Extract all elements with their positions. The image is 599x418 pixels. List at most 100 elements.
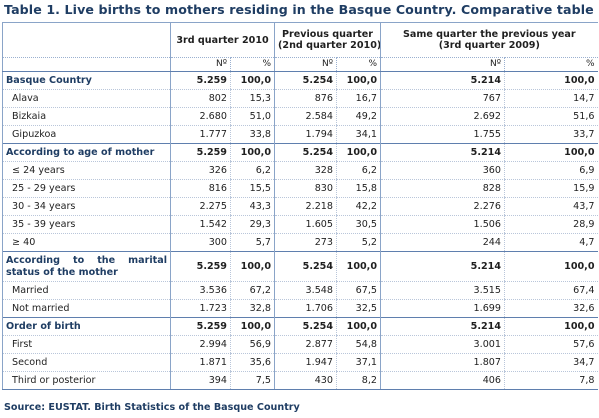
cell-count: 2.692 [380, 107, 505, 126]
col-header-current: 3rd quarter 2010 [169, 22, 275, 58]
table-body: Basque Country 5.259 100,0 5.254 100,0 5.214 1… [2, 71, 598, 390]
cell-count: 1.794 [274, 125, 337, 144]
cell-count: 328 [274, 161, 337, 180]
cell-count: 273 [274, 233, 337, 252]
col-header-previous: Previous quarter (2nd quarter 2010) [274, 22, 381, 58]
source-note: Source: EUSTAT. Birth Statistics of the … [4, 402, 300, 413]
cell-count: 1.706 [274, 299, 337, 318]
cell-percent: 7,5 [229, 371, 275, 390]
cell-count: 5.259 [170, 143, 231, 162]
row-label: According to age of mother [2, 143, 171, 162]
cell-percent: 15,3 [229, 89, 275, 108]
row-label: Order of birth [2, 317, 171, 336]
row-label: Not married [2, 299, 171, 318]
table-row: ≤ 24 years 326 6,2 328 6,2 360 6,9 [2, 161, 598, 180]
subheader-percent: % [336, 57, 381, 72]
cell-percent: 100,0 [504, 317, 598, 336]
row-label: 30 - 34 years [2, 197, 171, 216]
cell-percent: 54,8 [336, 335, 381, 354]
cell-percent: 6,2 [229, 161, 275, 180]
cell-count: 1.871 [170, 353, 231, 372]
table-row: Married 3.536 67,2 3.548 67,5 3.515 67,4 [2, 281, 598, 300]
subheader-corner [2, 57, 171, 72]
cell-percent: 57,6 [504, 335, 598, 354]
cell-count: 816 [170, 179, 231, 198]
cell-count: 394 [170, 371, 231, 390]
cell-percent: 14,7 [504, 89, 598, 108]
header-row: 3rd quarter 2010 Previous quarter (2nd qu… [2, 22, 598, 58]
table-row: 35 - 39 years 1.542 29,3 1.605 30,5 1.506 28,9 [2, 215, 598, 234]
cell-count: 2.275 [170, 197, 231, 216]
cell-percent: 43,7 [504, 197, 598, 216]
cell-percent: 29,3 [229, 215, 275, 234]
row-label: 35 - 39 years [2, 215, 171, 234]
table-row: 30 - 34 years 2.275 43,3 2.218 42,2 2.276 43,7 [2, 197, 598, 216]
cell-percent: 6,9 [504, 161, 598, 180]
cell-percent: 5,7 [229, 233, 275, 252]
col-header-same-quarter-line2: (3rd quarter 2009) [438, 40, 540, 51]
cell-percent: 67,2 [229, 281, 275, 300]
cell-percent: 33,7 [504, 125, 598, 144]
cell-percent: 34,1 [336, 125, 381, 144]
table-group-row: Order of birth 5.259 100,0 5.254 100,0 5.214 1… [2, 317, 598, 336]
cell-percent: 100,0 [229, 71, 275, 90]
subheader-number: Nº [380, 57, 505, 72]
cell-count: 2.276 [380, 197, 505, 216]
subheader-number: Nº [274, 57, 337, 72]
comparative-table: 3rd quarter 2010 Previous quarter (2nd qu… [2, 22, 598, 390]
cell-percent: 42,2 [336, 197, 381, 216]
subheader-percent: % [229, 57, 275, 72]
table-group-row: According to age of mother 5.259 100,0 5.25… [2, 143, 598, 162]
cell-percent: 30,5 [336, 215, 381, 234]
cell-percent: 100,0 [336, 317, 381, 336]
cell-percent: 15,5 [229, 179, 275, 198]
table-row: First 2.994 56,9 2.877 54,8 3.001 57,6 [2, 335, 598, 354]
cell-count: 5.214 [380, 71, 505, 90]
col-header-same-quarter: Same quarter the previous year (3rd quart… [380, 22, 598, 58]
subheader-number: Nº [170, 57, 231, 72]
cell-percent: 51,6 [504, 107, 598, 126]
cell-count: 1.542 [170, 215, 231, 234]
cell-percent: 16,7 [336, 89, 381, 108]
cell-count: 5.214 [380, 251, 505, 282]
row-label: Third or posterior [2, 371, 171, 390]
cell-count: 828 [380, 179, 505, 198]
cell-percent: 37,1 [336, 353, 381, 372]
table-title: Table 1. Live births to mothers residing… [4, 2, 594, 17]
cell-percent: 33,8 [229, 125, 275, 144]
table-group-row: Basque Country 5.259 100,0 5.254 100,0 5.214 1… [2, 71, 598, 90]
cell-count: 5.214 [380, 143, 505, 162]
row-label: ≥ 40 [2, 233, 171, 252]
table-row: Alava 802 15,3 876 16,7 767 14,7 [2, 89, 598, 108]
cell-count: 244 [380, 233, 505, 252]
cell-percent: 100,0 [229, 143, 275, 162]
cell-count: 2.584 [274, 107, 337, 126]
cell-percent: 7,8 [504, 371, 598, 390]
cell-count: 1.605 [274, 215, 337, 234]
header-corner [2, 22, 171, 58]
cell-count: 2.218 [274, 197, 337, 216]
cell-percent: 15,8 [336, 179, 381, 198]
cell-count: 5.259 [170, 317, 231, 336]
cell-count: 1.506 [380, 215, 505, 234]
cell-count: 430 [274, 371, 337, 390]
cell-percent: 28,9 [504, 215, 598, 234]
cell-count: 5.254 [274, 71, 337, 90]
cell-percent: 100,0 [336, 143, 381, 162]
table-row: Gipuzkoa 1.777 33,8 1.794 34,1 1.755 33,7 [2, 125, 598, 144]
row-label: ≤ 24 years [2, 161, 171, 180]
cell-percent: 32,5 [336, 299, 381, 318]
row-label: Gipuzkoa [2, 125, 171, 144]
cell-percent: 35,6 [229, 353, 275, 372]
table-row: ≥ 40 300 5,7 273 5,2 244 4,7 [2, 233, 598, 252]
row-label: Married [2, 281, 171, 300]
cell-count: 876 [274, 89, 337, 108]
cell-percent: 100,0 [504, 71, 598, 90]
cell-count: 5.254 [274, 143, 337, 162]
cell-percent: 100,0 [336, 251, 381, 282]
row-label: Second [2, 353, 171, 372]
cell-count: 1.807 [380, 353, 505, 372]
cell-count: 3.001 [380, 335, 505, 354]
cell-percent: 34,7 [504, 353, 598, 372]
cell-count: 2.994 [170, 335, 231, 354]
